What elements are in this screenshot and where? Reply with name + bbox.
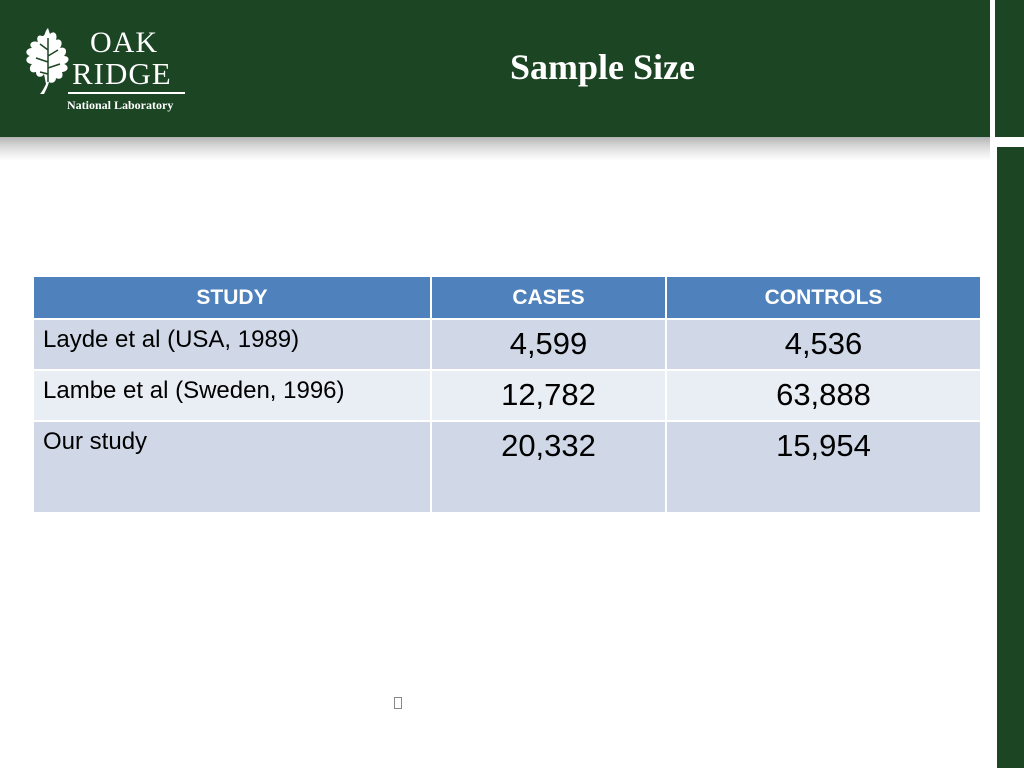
header-shadow bbox=[0, 137, 995, 161]
column-header-study: STUDY bbox=[32, 275, 432, 320]
cell-study: Layde et al (USA, 1989) bbox=[32, 318, 432, 371]
table-row: Lambe et al (Sweden, 1996) 12,782 63,888 bbox=[32, 369, 982, 422]
cell-controls: 63,888 bbox=[665, 369, 982, 422]
oak-leaf-icon bbox=[26, 28, 69, 94]
cell-study: Our study bbox=[32, 420, 432, 514]
cell-cases: 4,599 bbox=[430, 318, 667, 371]
table-row: Layde et al (USA, 1989) 4,599 4,536 bbox=[32, 318, 982, 371]
cell-study: Lambe et al (Sweden, 1996) bbox=[32, 369, 432, 422]
cell-cases: 12,782 bbox=[430, 369, 667, 422]
cell-controls: 4,536 bbox=[665, 318, 982, 371]
table-header-row: STUDY CASES CONTROLS bbox=[32, 275, 982, 320]
sample-size-table: STUDY CASES CONTROLS Layde et al (USA, 1… bbox=[32, 275, 982, 514]
corner-separator bbox=[994, 138, 1024, 146]
oak-ridge-logo: OAK RIDGE National Laboratory bbox=[22, 26, 192, 116]
side-band bbox=[997, 147, 1024, 768]
logo-rule bbox=[68, 92, 185, 94]
logo-text-oak: OAK bbox=[90, 26, 158, 59]
cell-controls: 15,954 bbox=[665, 420, 982, 514]
cell-cases: 20,332 bbox=[430, 420, 667, 514]
vertical-divider bbox=[990, 0, 995, 768]
column-header-cases: CASES bbox=[430, 275, 667, 320]
logo-text-subtitle: National Laboratory bbox=[67, 98, 174, 112]
placeholder-glyph-icon bbox=[394, 697, 402, 709]
column-header-controls: CONTROLS bbox=[665, 275, 982, 320]
logo-text-ridge: RIDGE bbox=[72, 56, 172, 91]
slide-title: Sample Size bbox=[510, 47, 695, 87]
header-bar bbox=[0, 0, 1024, 137]
table-row: Our study 20,332 15,954 bbox=[32, 420, 982, 514]
